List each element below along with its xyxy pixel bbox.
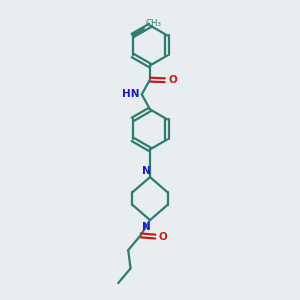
Text: HN: HN: [122, 89, 140, 99]
Text: O: O: [168, 75, 177, 85]
Text: CH₃: CH₃: [145, 19, 161, 28]
Text: N: N: [142, 222, 150, 232]
Text: N: N: [142, 166, 150, 176]
Text: O: O: [158, 232, 167, 242]
